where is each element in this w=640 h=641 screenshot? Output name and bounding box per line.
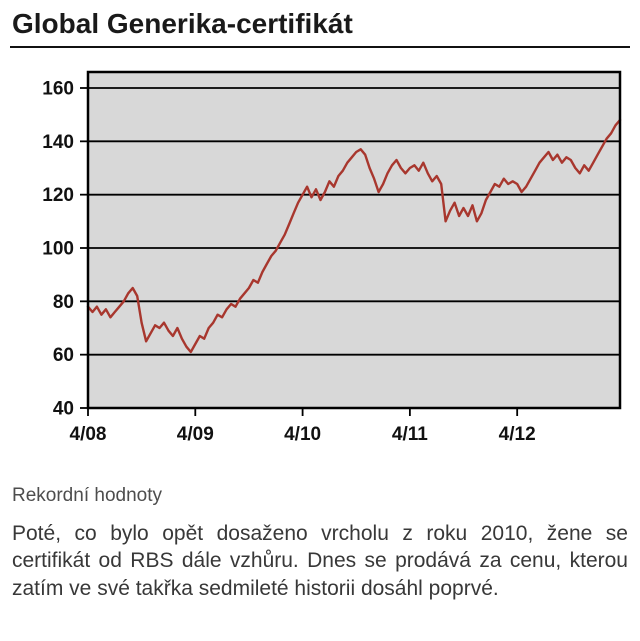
y-tick-label: 140 (42, 132, 74, 153)
line-chart: 40 60 80 100 120 140 160 4/08 4/09 4/10 4/11 4/12 (42, 70, 622, 445)
y-tick-label: 100 (42, 239, 74, 260)
y-tick-label: 60 (53, 345, 74, 366)
page-title: Global Generika-certifikát (12, 8, 353, 39)
x-tick-label: 4/08 (70, 424, 107, 445)
x-tick-label: 4/12 (499, 424, 536, 445)
y-tick-label: 120 (42, 185, 74, 206)
x-tick-label: 4/09 (177, 424, 214, 445)
chart-caption: Rekordní hodnoty (12, 485, 162, 507)
title-divider (10, 46, 630, 49)
plot-border (86, 70, 622, 410)
x-tick-label: 4/11 (392, 424, 428, 445)
article-paragraph: Poté, co bylo opět dosaženo vrcholu z ro… (12, 521, 628, 600)
y-tick-label: 160 (42, 79, 74, 100)
y-tick-label: 40 (53, 399, 74, 420)
article: Global Generika-certifikát 40 60 80 100 120 1… (10, 8, 630, 600)
price-chart: 40 60 80 100 120 140 160 4/08 4/09 4/10 4/11 4/12 (12, 62, 630, 465)
price-line (86, 118, 622, 354)
plot-area (88, 72, 620, 409)
y-tick-label: 80 (53, 292, 74, 313)
x-tick-label: 4/10 (284, 424, 321, 445)
